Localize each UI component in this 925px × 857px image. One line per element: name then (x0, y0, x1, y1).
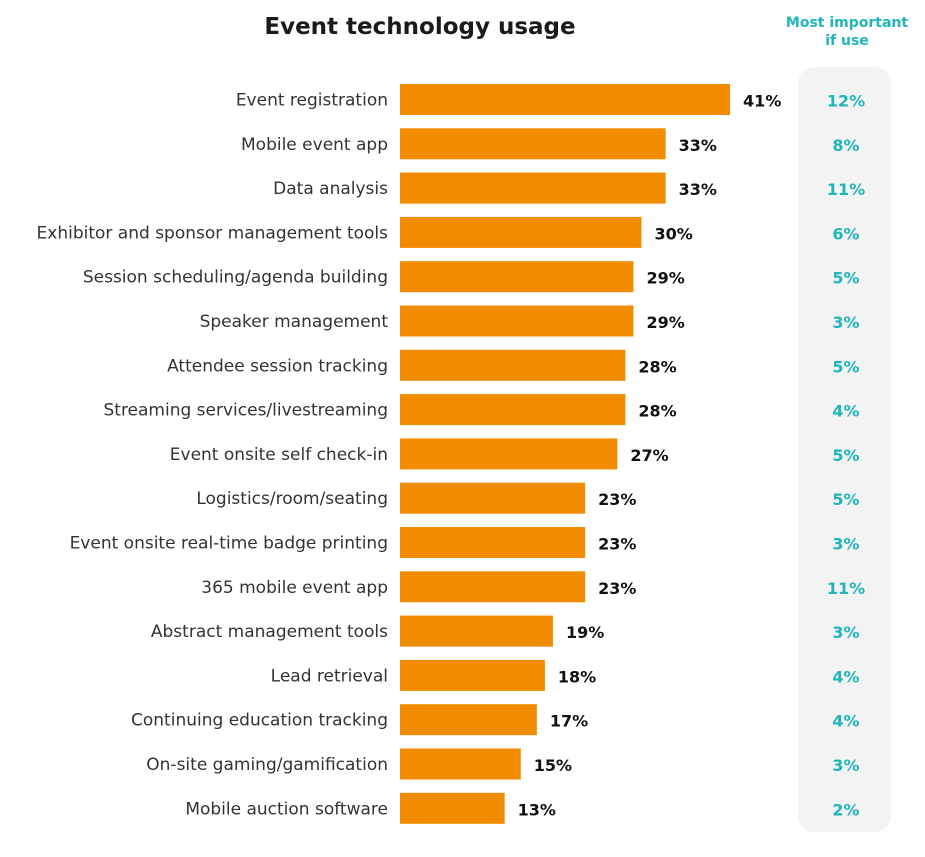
usage-bar (400, 659, 545, 691)
usage-bar (400, 394, 626, 426)
usage-bar (400, 748, 521, 780)
category-label: Mobile event app (241, 135, 388, 155)
category-label: Attendee session tracking (167, 356, 388, 376)
usage-value-label: 27% (630, 446, 668, 465)
category-label: Event onsite self check-in (170, 445, 388, 465)
category-label: Mobile auction software (185, 799, 388, 819)
most-important-value: 3% (832, 756, 859, 775)
usage-bar (400, 128, 666, 160)
category-label: Event registration (236, 91, 388, 111)
most-important-header: Most important if use (782, 14, 912, 50)
most-important-value: 5% (832, 357, 859, 376)
usage-value-label: 33% (679, 136, 717, 155)
usage-value-label: 30% (655, 224, 693, 243)
usage-value-label: 13% (518, 800, 556, 819)
usage-bar (400, 261, 634, 293)
most-important-value: 2% (832, 800, 859, 819)
usage-value-label: 33% (679, 180, 717, 199)
usage-bar (400, 305, 634, 337)
category-label: Continuing education tracking (131, 711, 388, 731)
category-label: Streaming services/livestreaming (103, 401, 388, 421)
usage-value-label: 23% (598, 490, 636, 509)
usage-value-label: 23% (598, 535, 636, 554)
usage-bar (400, 84, 731, 115)
most-important-value: 12% (827, 92, 865, 111)
category-label: 365 mobile event app (201, 578, 388, 598)
category-label: Logistics/room/seating (196, 489, 388, 509)
usage-bar (400, 216, 642, 248)
most-important-value: 3% (832, 535, 859, 554)
most-important-value: 4% (832, 667, 859, 686)
most-important-value: 6% (832, 224, 859, 243)
category-label: Speaker management (200, 312, 389, 332)
usage-bar (400, 527, 586, 558)
most-important-value: 11% (827, 180, 865, 199)
most-important-value: 5% (832, 269, 859, 288)
most-important-value: 5% (832, 446, 859, 465)
usage-bar (400, 615, 553, 647)
most-important-panel (798, 67, 891, 832)
usage-value-label: 15% (534, 756, 572, 775)
usage-value-label: 41% (743, 92, 781, 111)
category-label: Lead retrieval (271, 666, 388, 686)
usage-value-label: 28% (638, 357, 676, 376)
usage-bar (400, 349, 626, 381)
most-important-value: 4% (832, 712, 859, 731)
usage-bar (400, 482, 586, 514)
usage-bar (400, 704, 537, 736)
category-label: Session scheduling/agenda building (83, 268, 388, 288)
usage-value-label: 23% (598, 579, 636, 598)
most-important-value: 11% (827, 579, 865, 598)
most-important-value: 3% (832, 313, 859, 332)
chart-title: Event technology usage (264, 14, 576, 40)
most-important-header-line-1: Most important (785, 15, 909, 31)
usage-value-label: 18% (558, 667, 596, 686)
category-label: Exhibitor and sponsor management tools (37, 223, 389, 243)
usage-bar (400, 571, 586, 603)
usage-value-label: 29% (646, 269, 684, 288)
category-label: Abstract management tools (151, 622, 388, 642)
usage-bar (400, 792, 505, 824)
most-important-value: 5% (832, 490, 859, 509)
category-label: On-site gaming/gamification (146, 755, 388, 775)
most-important-header-line-2: if use (825, 33, 869, 49)
usage-value-label: 19% (566, 623, 604, 642)
most-important-value: 4% (832, 402, 859, 421)
category-label: Event onsite real-time badge printing (70, 534, 388, 554)
usage-value-label: 28% (638, 402, 676, 421)
usage-bar (400, 172, 666, 204)
usage-value-label: 29% (646, 313, 684, 332)
most-important-value: 8% (832, 136, 859, 155)
most-important-value: 3% (832, 623, 859, 642)
usage-value-label: 17% (550, 712, 588, 731)
usage-bar (400, 438, 618, 470)
category-label: Data analysis (273, 179, 388, 199)
